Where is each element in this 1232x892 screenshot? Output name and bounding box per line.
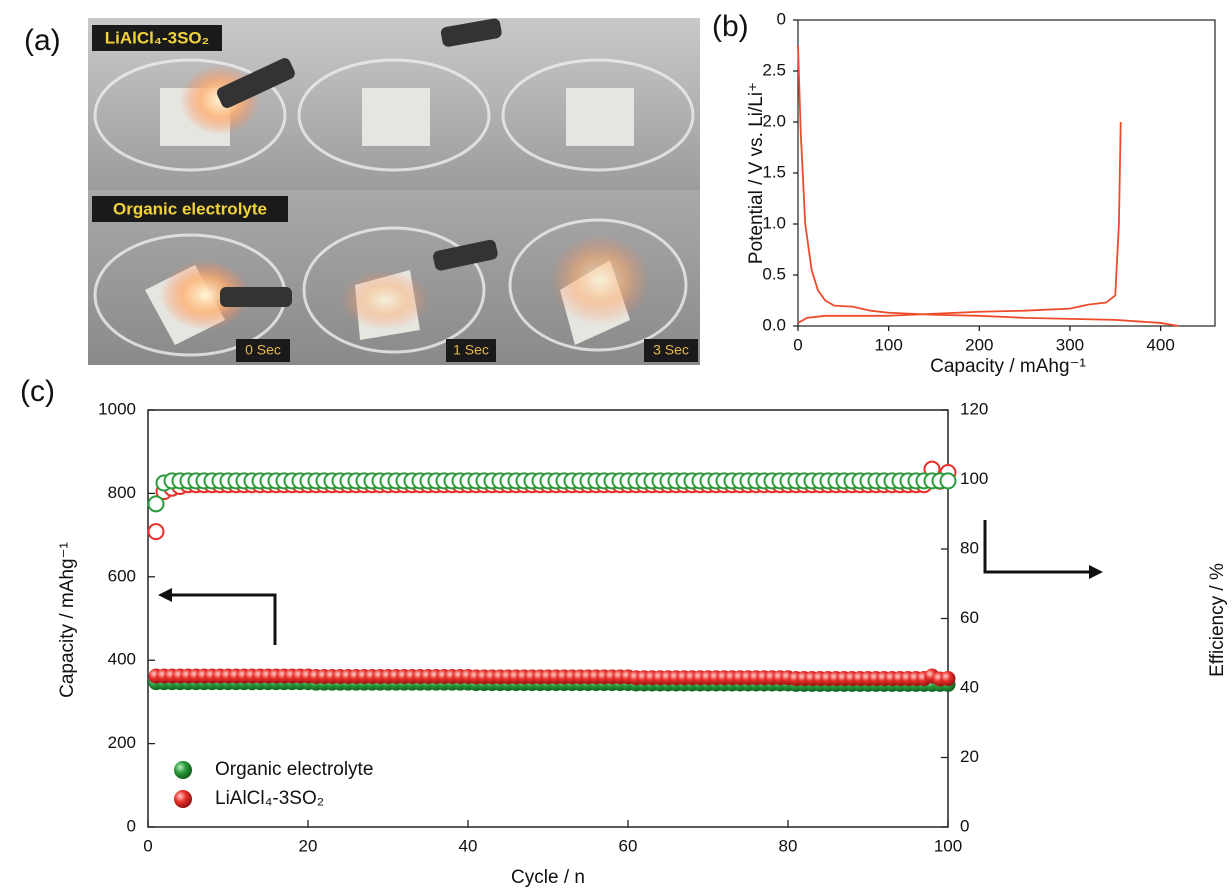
y-tick-label: 2.0: [762, 111, 786, 130]
y-tick-label: 1.5: [762, 162, 786, 181]
label-box: [446, 339, 496, 362]
x-tick-label: 40: [459, 836, 478, 855]
plot-frame: [797, 19, 1216, 327]
y2-tick-label: 80: [960, 538, 979, 557]
x-tick-label: 0: [143, 836, 152, 855]
y-tick-label: 0: [777, 9, 786, 28]
panel-label: (b): [712, 10, 749, 43]
data-point: [940, 671, 956, 687]
time-label: 3 Sec: [653, 342, 689, 358]
y-tick-label: 1000: [98, 399, 136, 418]
label-box: [92, 196, 288, 222]
y2-tick-label: 40: [960, 677, 979, 696]
x-tick-label: 100: [934, 836, 962, 855]
y2-tick-label: 0: [960, 816, 969, 835]
y2-tick-label: 120: [960, 399, 988, 418]
y2-axis-label: Efficiency / %: [1207, 563, 1228, 677]
legend-label: Organic electrolyte: [215, 759, 373, 780]
arrow-head: [158, 588, 172, 602]
annotation-arrows: [170, 520, 1090, 645]
data-point: [939, 472, 957, 490]
x-axis-label: Capacity / mAhg⁻¹: [930, 356, 1086, 377]
x-tick-label: 60: [619, 836, 638, 855]
panel-label: (a): [24, 24, 61, 57]
label-box: [236, 339, 290, 362]
y-tick-label: 200: [108, 733, 136, 752]
y-tick-label: 800: [108, 483, 136, 502]
data-line: [797, 121, 1122, 324]
petri-dishes: [93, 58, 695, 357]
panel-label: (c): [20, 375, 55, 408]
y2-tick-label: 100: [960, 469, 988, 488]
y-tick-label: 1.0: [762, 213, 786, 232]
legend-label: LiAlCl₄-3SO₂: [215, 788, 324, 809]
x-tick-label: 80: [779, 836, 798, 855]
label-box: [644, 339, 698, 362]
data-point: [147, 523, 165, 541]
y-tick-label: 2.5: [762, 60, 786, 79]
y-axis-label: Potential / V vs. Li/Li⁺: [746, 82, 767, 264]
data-line: [797, 45, 1179, 327]
y-tick-label: 0: [127, 816, 136, 835]
legend-marker: [174, 790, 192, 808]
y-axis-label: Capacity / mAhg⁻¹: [57, 542, 78, 698]
y-tick-label: 600: [108, 566, 136, 585]
y-tick-label: 0.0: [762, 315, 786, 334]
x-tick-label: 0: [793, 335, 802, 354]
data-point: [147, 495, 165, 513]
torches: [216, 18, 502, 307]
legend-marker: [174, 761, 192, 779]
y2-tick-label: 60: [960, 608, 979, 627]
photo-grid: LiAlCl₄-3SO₂ Organic electrolyte 0 Sec 1…: [88, 18, 700, 365]
x-tick-label: 400: [1146, 335, 1174, 354]
x-axis-label: Cycle / n: [511, 867, 585, 888]
y-tick-label: 400: [108, 650, 136, 669]
x-tick-label: 100: [874, 335, 902, 354]
y-tick-label: 0.5: [762, 264, 786, 283]
photo-label: Organic electrolyte: [113, 199, 267, 218]
arrow-head: [1089, 565, 1103, 579]
x-tick-label: 300: [1056, 335, 1084, 354]
x-tick-label: 200: [965, 335, 993, 354]
label-box: [92, 25, 222, 51]
x-tick-label: 20: [299, 836, 318, 855]
time-label: 1 Sec: [453, 342, 489, 358]
y2-tick-label: 20: [960, 747, 979, 766]
time-label: 0 Sec: [245, 342, 281, 358]
photo-label: LiAlCl₄-3SO₂: [105, 28, 209, 47]
